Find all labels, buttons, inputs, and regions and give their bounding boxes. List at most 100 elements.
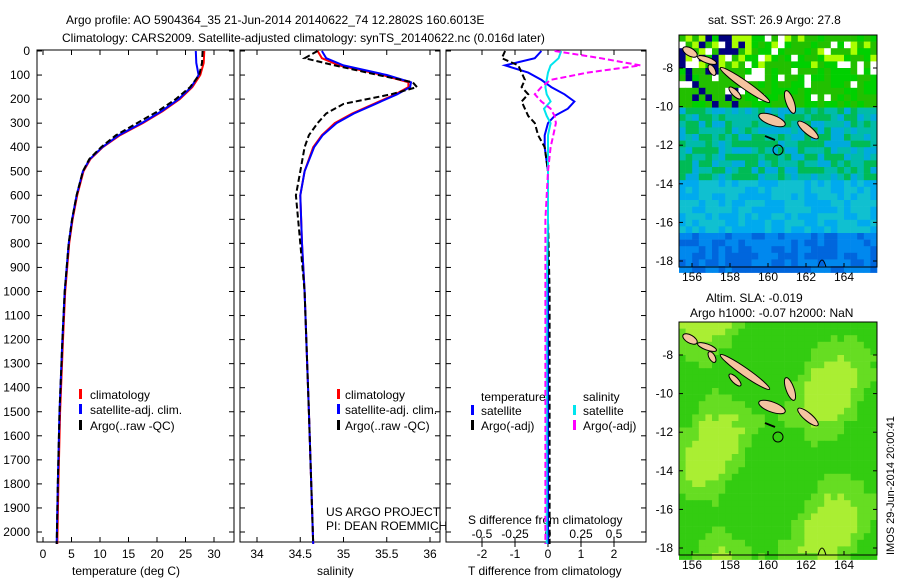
- map-cell: [712, 328, 719, 336]
- map-cell: [778, 259, 785, 267]
- map-cell: [837, 213, 845, 221]
- map-cell: [692, 180, 700, 188]
- map-cell: [731, 533, 739, 541]
- map-cell: [870, 259, 878, 267]
- map-cell: [804, 447, 812, 455]
- map-cell: [698, 454, 706, 461]
- map-cell: [784, 153, 792, 161]
- map-cell: [804, 473, 812, 481]
- map-cell: [718, 41, 726, 49]
- map-cell: [850, 200, 858, 207]
- map-cell: [850, 381, 858, 389]
- map-cell: [751, 134, 759, 141]
- map-cell: [778, 134, 785, 141]
- map-cell: [830, 180, 838, 188]
- map-cell: [731, 200, 739, 207]
- map-cell: [692, 127, 700, 135]
- map-cell: [731, 506, 739, 514]
- map-cell: [844, 74, 851, 82]
- map-cell: [745, 61, 752, 69]
- map-cell: [811, 434, 818, 442]
- map-cell: [738, 114, 746, 122]
- map-cell: [830, 407, 838, 415]
- map-cell: [718, 447, 726, 455]
- map-cell: [811, 447, 818, 455]
- map-cell: [817, 493, 825, 501]
- map-cell: [863, 94, 871, 102]
- map-cell: [791, 467, 799, 475]
- map-cell: [863, 160, 871, 168]
- map-cell: [771, 454, 779, 461]
- map-cell: [738, 407, 746, 415]
- map-cell: [817, 219, 825, 227]
- map-cell: [870, 140, 878, 148]
- map-cell: [844, 101, 851, 108]
- map-cell: [698, 140, 706, 148]
- map-cell: [738, 35, 746, 42]
- legend-label: climatology: [90, 388, 150, 402]
- island: [764, 135, 776, 141]
- map-cell: [698, 401, 706, 409]
- map-cell: [745, 167, 752, 174]
- map-cell: [745, 407, 752, 415]
- map-cell: [679, 200, 686, 207]
- map-cell: [837, 35, 845, 42]
- map-cell: [857, 233, 865, 240]
- map-cell: [857, 259, 865, 267]
- map-cell: [824, 493, 832, 501]
- map-cell: [870, 107, 878, 115]
- map-cell: [778, 460, 785, 468]
- map-cell: [804, 368, 812, 376]
- map-y-tick-label: -18: [656, 254, 674, 268]
- map-cell: [731, 147, 739, 155]
- map-cell: [850, 328, 858, 336]
- map-cell: [745, 140, 752, 148]
- legend-swatch-satellite: [79, 404, 82, 414]
- map-cell: [791, 74, 799, 82]
- map-cell: [758, 147, 766, 155]
- map-cell: [725, 381, 733, 389]
- map-cell: [797, 328, 805, 336]
- map-cell: [698, 186, 706, 194]
- map-cell: [824, 526, 832, 534]
- map-cell: [764, 434, 772, 442]
- map-cell: [857, 513, 865, 521]
- map-cell: [764, 539, 772, 547]
- map-cell: [784, 239, 792, 247]
- map-cell: [705, 388, 713, 395]
- map-cell: [844, 120, 851, 128]
- map-cell: [751, 239, 759, 247]
- map-cell: [870, 101, 878, 108]
- map-cell: [745, 348, 752, 356]
- map-cell: [837, 368, 845, 376]
- map-cell: [712, 54, 719, 62]
- map-cell: [738, 140, 746, 148]
- map-cell: [778, 480, 785, 488]
- map-cell: [817, 381, 825, 389]
- map-cell: [705, 48, 713, 56]
- map-cell: [824, 341, 832, 349]
- map-cell: [837, 266, 845, 273]
- map-cell: [857, 374, 865, 382]
- map-cell: [824, 167, 832, 174]
- difference-legend: temperature salinity satellite Argo(-adj…: [471, 390, 636, 433]
- map-cell: [771, 322, 779, 329]
- map-cell: [870, 206, 878, 214]
- map-cell: [804, 68, 812, 75]
- map-cell: [824, 487, 832, 494]
- map-cell: [830, 252, 838, 260]
- map-cell: [784, 407, 792, 415]
- map-cell: [837, 61, 845, 69]
- map-cell: [817, 526, 825, 534]
- map-cell: [771, 140, 779, 148]
- map-cell: [692, 252, 700, 260]
- map-cell: [725, 120, 733, 128]
- map-cell: [731, 35, 739, 42]
- map-cell: [731, 153, 739, 161]
- map-cell: [850, 48, 858, 56]
- map-cell: [784, 48, 792, 56]
- map-cell: [863, 533, 871, 541]
- map-cell: [758, 200, 766, 207]
- map-cell: [685, 153, 693, 161]
- map-cell: [692, 553, 700, 560]
